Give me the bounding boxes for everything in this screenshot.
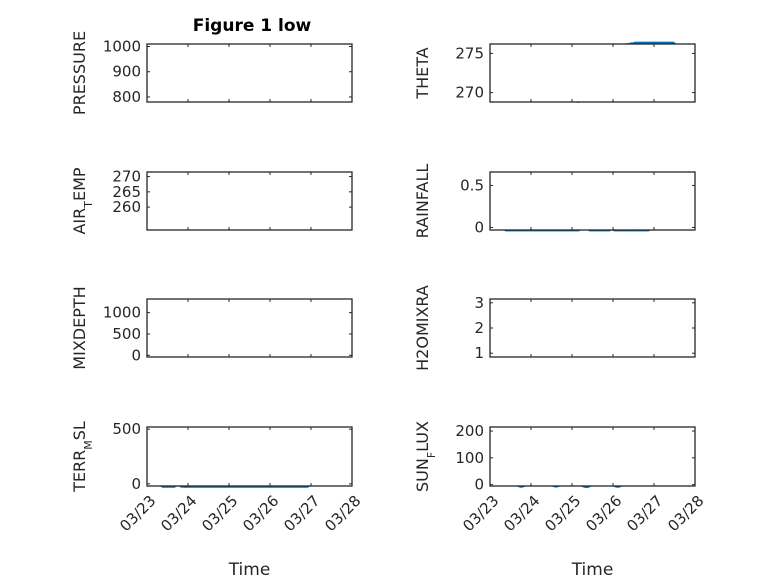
y-tick-label: 3 [474, 294, 484, 312]
y-tick-label: 500 [112, 325, 141, 343]
axes-box [489, 171, 696, 231]
y-tick-label: 270 [455, 84, 484, 102]
y-tick-label: 0 [131, 475, 141, 493]
figure-title: Figure 1 low [193, 16, 312, 36]
y-axis-label: H2OMIXRA [413, 285, 432, 371]
x-axis-label: Time [571, 560, 614, 580]
y-axis-label: RAINFALL [413, 164, 432, 239]
axes-box [146, 43, 353, 103]
y-axis-label-part: AIR [70, 208, 89, 235]
y-axis-label: AIRTEMP [70, 167, 95, 234]
x-axis-label: Time [228, 560, 271, 580]
y-tick-label: 1000 [103, 38, 141, 56]
y-axis-label-part: LUX [413, 421, 432, 452]
y-tick-label: 800 [112, 88, 141, 106]
y-tick-label: 200 [455, 422, 484, 440]
y-axis-label-part: EMP [70, 167, 89, 201]
y-tick-label: 270 [112, 168, 141, 186]
axes-box [489, 298, 696, 358]
y-tick-label: 0 [474, 476, 484, 494]
theta-panel: 270 275 THETA [413, 41, 696, 103]
y-tick-label: 260 [112, 198, 141, 216]
y-axis-label: TERRMSL [70, 421, 95, 493]
pressure-panel: 800 900 1000 PRESSURE [70, 31, 353, 115]
y-tick-label: 100 [455, 449, 484, 467]
axes-box [146, 426, 353, 487]
axes-box [146, 298, 353, 358]
y-tick-label: 1 [474, 344, 484, 362]
y-axis-label-subscript: T [82, 201, 95, 209]
y-tick-label: 265 [112, 183, 141, 201]
y-tick-label: 500 [112, 420, 141, 438]
axes-box [489, 43, 696, 103]
axes-box [489, 426, 696, 487]
y-axis-label: THETA [413, 47, 432, 99]
y-tick-label: 0 [131, 346, 141, 364]
y-axis-label-part: SL [70, 421, 89, 440]
y-axis-label: SUNFLUX [413, 421, 438, 492]
y-axis-label-part: SUN [413, 458, 432, 492]
y-tick-label: 900 [112, 63, 141, 81]
y-axis-label-subscript: M [82, 440, 95, 450]
h2omixra-panel: 1 2 3 H2OMIXRA [413, 285, 696, 371]
y-tick-label: 0 [474, 218, 484, 236]
y-tick-label: 2 [474, 319, 484, 337]
mixdepth-panel: 0 500 1000 MIXDEPTH [70, 286, 353, 370]
y-axis-label-subscript: F [425, 452, 438, 458]
y-tick-label: 1000 [103, 304, 141, 322]
y-tick-label: 0.5 [460, 176, 484, 194]
y-axis-label: MIXDEPTH [70, 286, 89, 369]
y-axis-label-part: TERR [70, 450, 89, 493]
y-axis-label: PRESSURE [70, 31, 89, 115]
axes-box [146, 171, 353, 231]
y-tick-label: 275 [455, 44, 484, 62]
rainfall-panel: 0 0.5 RAINFALL [413, 164, 696, 239]
